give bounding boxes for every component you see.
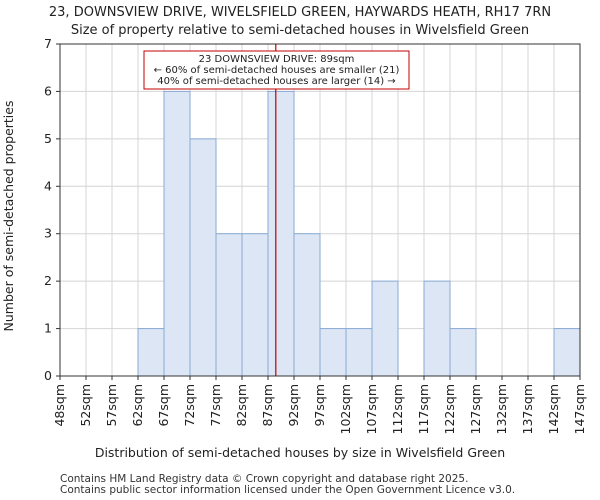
y-axis-ticks: 0 1 2 3 4 5 6 7 xyxy=(44,36,60,383)
x-tick-label-122sqm: 122sqm xyxy=(442,384,457,434)
x-tick-label-62sqm: 62sqm xyxy=(130,384,145,427)
bar-92sqm xyxy=(293,233,321,377)
x-tick-label-147sqm: 147sqm xyxy=(572,384,587,434)
footer-line1: Contains HM Land Registry data © Crown c… xyxy=(60,473,468,485)
y-axis-label: Number of semi-detached properties xyxy=(1,101,16,332)
annotation-line3: 40% of semi-detached houses are larger (… xyxy=(157,76,395,87)
bar-62sqm xyxy=(137,328,165,377)
bar-102sqm xyxy=(345,328,373,377)
bar-117sqm xyxy=(423,280,451,377)
annotation-line2: ← 60% of semi-detached houses are smalle… xyxy=(154,65,400,76)
bar-82sqm xyxy=(241,233,269,377)
x-tick-label-48sqm: 48sqm xyxy=(52,384,67,427)
x-tick-label-92sqm: 92sqm xyxy=(286,384,301,427)
bar-67sqm xyxy=(163,90,191,377)
x-tick-label-77sqm: 77sqm xyxy=(208,384,223,427)
x-tick-label-117sqm: 117sqm xyxy=(416,384,431,434)
x-tick-label-87sqm: 87sqm xyxy=(260,384,275,427)
x-tick-label-127sqm: 127sqm xyxy=(468,384,483,434)
x-tick-label-132sqm: 132sqm xyxy=(494,384,509,434)
x-tick-label-82sqm: 82sqm xyxy=(234,384,249,427)
bar-142sqm xyxy=(553,328,581,377)
y-tick-label-5: 5 xyxy=(44,131,52,146)
annotation-frame xyxy=(143,50,410,90)
annotation-box: 23 DOWNSVIEW DRIVE: 89sqm ← 60% of semi-… xyxy=(143,50,410,90)
x-tick-label-57sqm: 57sqm xyxy=(104,384,119,427)
chart-title-line1: 23, DOWNSVIEW DRIVE, WIVELSFIELD GREEN, … xyxy=(49,5,551,20)
x-tick-label-137sqm: 137sqm xyxy=(520,384,535,434)
x-tick-label-52sqm: 52sqm xyxy=(78,384,93,427)
x-tick-label-142sqm: 142sqm xyxy=(546,384,561,434)
y-tick-label-1: 1 xyxy=(44,321,52,336)
footer-line2: Contains public sector information licen… xyxy=(60,484,515,496)
y-tick-label-0: 0 xyxy=(44,368,52,383)
y-tick-label-7: 7 xyxy=(44,36,52,51)
bar-87sqm xyxy=(267,90,295,377)
bar-97sqm xyxy=(319,328,347,377)
x-tick-label-97sqm: 97sqm xyxy=(312,384,327,427)
chart-title-line2: Size of property relative to semi-detach… xyxy=(71,23,529,38)
y-tick-label-2: 2 xyxy=(44,273,52,288)
x-axis-label: Distribution of semi-detached houses by … xyxy=(95,445,505,460)
x-axis-ticks: 48sqm 52sqm 57sqm 62sqm 67sqm 72sqm 77sqm 82sqm… xyxy=(52,376,587,434)
x-tick-label-67sqm: 67sqm xyxy=(156,384,171,427)
y-tick-label-3: 3 xyxy=(44,226,52,241)
x-tick-label-107sqm: 107sqm xyxy=(364,384,379,434)
annotation-line1: 23 DOWNSVIEW DRIVE: 89sqm xyxy=(199,54,355,65)
bars xyxy=(137,90,581,377)
bar-122sqm xyxy=(449,328,477,377)
bar-72sqm xyxy=(189,138,217,377)
x-tick-label-72sqm: 72sqm xyxy=(182,384,197,427)
x-tick-label-112sqm: 112sqm xyxy=(390,384,405,434)
bar-107sqm xyxy=(371,280,399,377)
x-tick-label-102sqm: 102sqm xyxy=(338,384,353,434)
y-tick-label-4: 4 xyxy=(44,178,52,193)
y-tick-label-6: 6 xyxy=(44,83,52,98)
bar-77sqm xyxy=(215,233,243,377)
